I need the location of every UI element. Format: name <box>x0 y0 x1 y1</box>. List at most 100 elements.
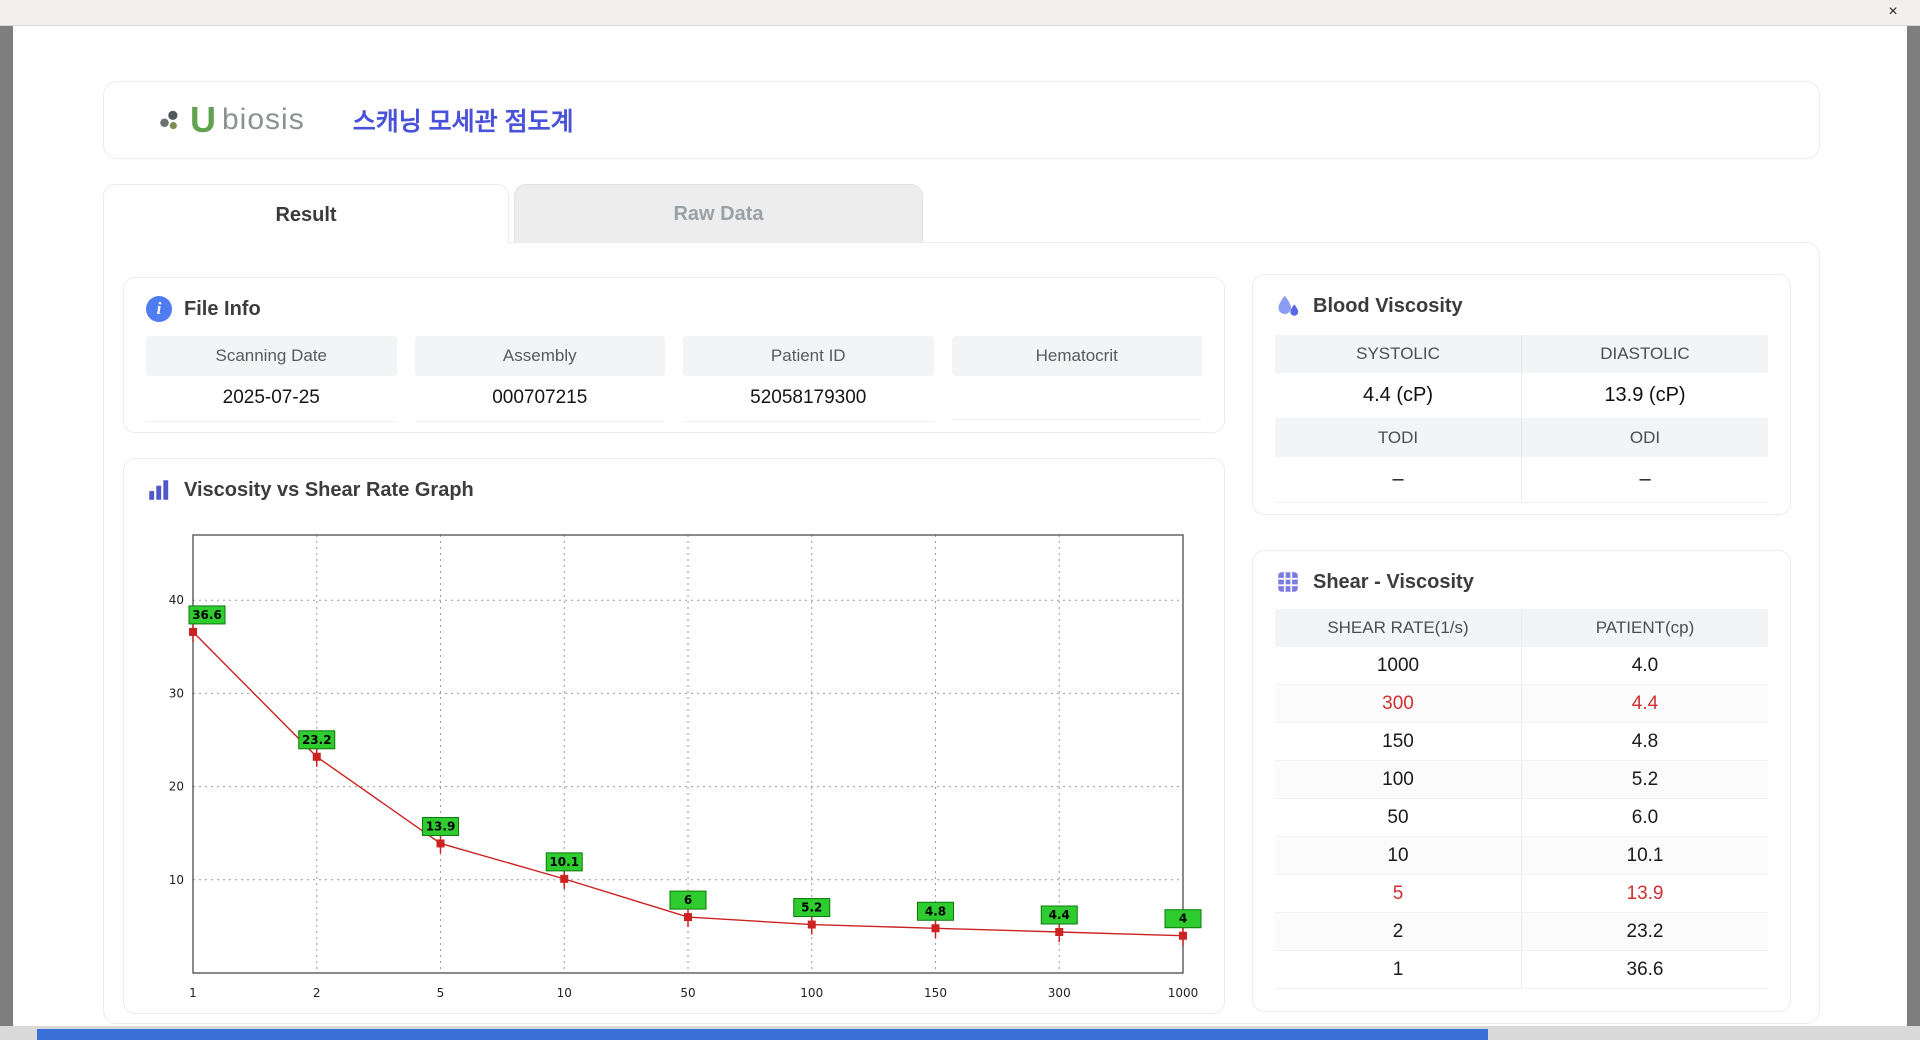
data-marker <box>807 920 816 929</box>
shear-viscosity-row: 1 36.6 <box>1275 951 1768 989</box>
patient-viscosity-value: 13.9 <box>1626 882 1664 904</box>
patient-viscosity-value: 5.2 <box>1631 768 1659 790</box>
patient-viscosity-value: 4.4 <box>1631 692 1659 714</box>
shear-viscosity-row: 300 4.4 <box>1275 685 1768 723</box>
plot-border <box>192 534 1184 974</box>
x-tick-label: 50 <box>680 986 695 1000</box>
bv-header-odi: ODI <box>1522 419 1768 457</box>
app-title: 스캐닝 모세관 점도계 <box>352 108 574 136</box>
file-info-title: File Info <box>184 297 261 320</box>
shear-rate-value: 300 <box>1275 685 1522 722</box>
field-label: Patient ID <box>683 336 934 376</box>
bv-header-row: SYSTOLIC DIASTOLIC <box>1275 335 1768 373</box>
field-patient-id: Patient ID 52058179300 <box>683 336 934 422</box>
patient-viscosity-value: 6.0 <box>1631 806 1659 828</box>
x-tick-label: 1 <box>189 986 197 1000</box>
point-label-box <box>917 901 954 921</box>
patient-viscosity-value: 23.2 <box>1626 920 1664 942</box>
y-tick-label: 30 <box>169 686 184 700</box>
sv-header-row: SHEAR RATE(1/s) PATIENT(cp) <box>1275 609 1768 647</box>
point-label: 10.1 <box>549 855 579 869</box>
info-icon <box>146 296 172 322</box>
tab-result[interactable]: Result <box>103 184 509 244</box>
point-label: 13.9 <box>426 819 456 833</box>
x-tick-label: 1000 <box>1168 986 1199 1000</box>
point-label: 4.8 <box>925 904 946 918</box>
logo-dots-icon <box>160 110 178 130</box>
blood-viscosity-table: SYSTOLIC DIASTOLIC 4.4 (cP) 13.9 (cP) TO… <box>1275 335 1768 503</box>
field-label: Hematocrit <box>951 336 1202 376</box>
shear-viscosity-row: 10 10.1 <box>1275 837 1768 875</box>
bv-systolic-value: 4.4 (cP) <box>1275 373 1522 419</box>
y-tick-label: 40 <box>169 593 184 607</box>
file-info-card: File Info Scanning Date 2025-07-25 Assem… <box>123 277 1225 433</box>
point-label-box <box>793 898 831 918</box>
data-marker <box>312 752 321 761</box>
background-window-edge <box>0 1026 1920 1040</box>
field-scanning-date: Scanning Date 2025-07-25 <box>146 336 397 422</box>
point-label-box <box>1040 905 1078 925</box>
data-marker <box>1179 931 1187 940</box>
x-tick-label: 300 <box>1048 986 1071 1000</box>
logo-text-rest: biosis <box>222 103 305 136</box>
logo-text-u: U <box>190 99 216 140</box>
shear-viscosity-card: Shear - Viscosity SHEAR RATE(1/s) PATIEN… <box>1252 550 1791 1012</box>
shear-viscosity-row: 2 23.2 <box>1275 913 1768 951</box>
x-tick-label: 2 <box>313 986 321 1000</box>
shear-rate-value: 5 <box>1275 875 1522 912</box>
bv-value-row: 4.4 (cP) 13.9 (cP) <box>1275 373 1768 419</box>
x-tick-label: 5 <box>437 986 445 1000</box>
shear-viscosity-row: 100 5.2 <box>1275 761 1768 799</box>
data-marker <box>436 839 445 848</box>
bv-header-diastolic: DIASTOLIC <box>1522 335 1768 373</box>
field-value: 000707215 <box>414 376 665 422</box>
field-label: Scanning Date <box>146 336 397 376</box>
bv-header-systolic: SYSTOLIC <box>1275 335 1522 373</box>
point-label-box <box>188 605 226 625</box>
shear-viscosity-table: SHEAR RATE(1/s) PATIENT(cp) 1000 4.0 300… <box>1275 609 1768 989</box>
close-icon[interactable]: × <box>1888 3 1898 20</box>
result-panel: File Info Scanning Date 2025-07-25 Assem… <box>103 242 1820 1024</box>
shear-rate-value: 1000 <box>1275 647 1522 684</box>
patient-viscosity-value: 4.8 <box>1631 730 1659 752</box>
bv-header-todi: TODI <box>1275 419 1522 457</box>
graph-title: Viscosity vs Shear Rate Graph <box>184 478 474 501</box>
x-tick-label: 100 <box>800 986 823 1000</box>
shear-viscosity-title: Shear - Viscosity <box>1313 570 1474 593</box>
x-tick-label: 150 <box>924 986 947 1000</box>
patient-viscosity-value: 36.6 <box>1626 958 1664 980</box>
sv-header-patient: PATIENT(cp) <box>1522 609 1768 647</box>
viscosity-chart: 10 20 30 40 1 2 5 10 50 100 150 300 1000 36.6 23.2 13.9… <box>169 534 1202 1000</box>
shear-rate-value: 2 <box>1275 913 1522 950</box>
point-label-box <box>545 852 583 872</box>
point-label-box <box>422 816 459 836</box>
droplet-icon <box>1278 295 1299 316</box>
bv-value-row: – – <box>1275 457 1768 503</box>
bv-header-row: TODI ODI <box>1275 419 1768 457</box>
shear-rate-value: 10 <box>1275 837 1522 874</box>
x-tick-label: 10 <box>557 986 572 1000</box>
point-label: 4.4 <box>1049 908 1070 922</box>
y-tick-label: 20 <box>169 780 184 794</box>
point-label-box <box>1164 909 1202 929</box>
field-assembly: Assembly 000707215 <box>414 336 665 422</box>
data-marker <box>684 913 692 922</box>
window-titlebar: × <box>0 0 1920 26</box>
shear-viscosity-row: 1000 4.0 <box>1275 647 1768 685</box>
file-info-fields: Scanning Date 2025-07-25 Assembly 000707… <box>124 334 1224 422</box>
shear-rate-value: 150 <box>1275 723 1522 760</box>
graph-card: Viscosity vs Shear Rate Graph 10 20 30 40 1 2… <box>123 458 1225 1014</box>
point-label: 36.6 <box>192 608 222 622</box>
sv-header-shear-rate: SHEAR RATE(1/s) <box>1275 609 1522 647</box>
shear-viscosity-row: 5 13.9 <box>1275 875 1768 913</box>
data-marker <box>931 924 940 933</box>
shear-rate-value: 50 <box>1275 799 1522 836</box>
data-marker <box>1055 927 1064 936</box>
field-value: 2025-07-25 <box>146 376 397 422</box>
shear-viscosity-row: 150 4.8 <box>1275 723 1768 761</box>
tab-raw-data[interactable]: Raw Data <box>514 184 923 242</box>
field-value: 52058179300 <box>683 376 934 422</box>
